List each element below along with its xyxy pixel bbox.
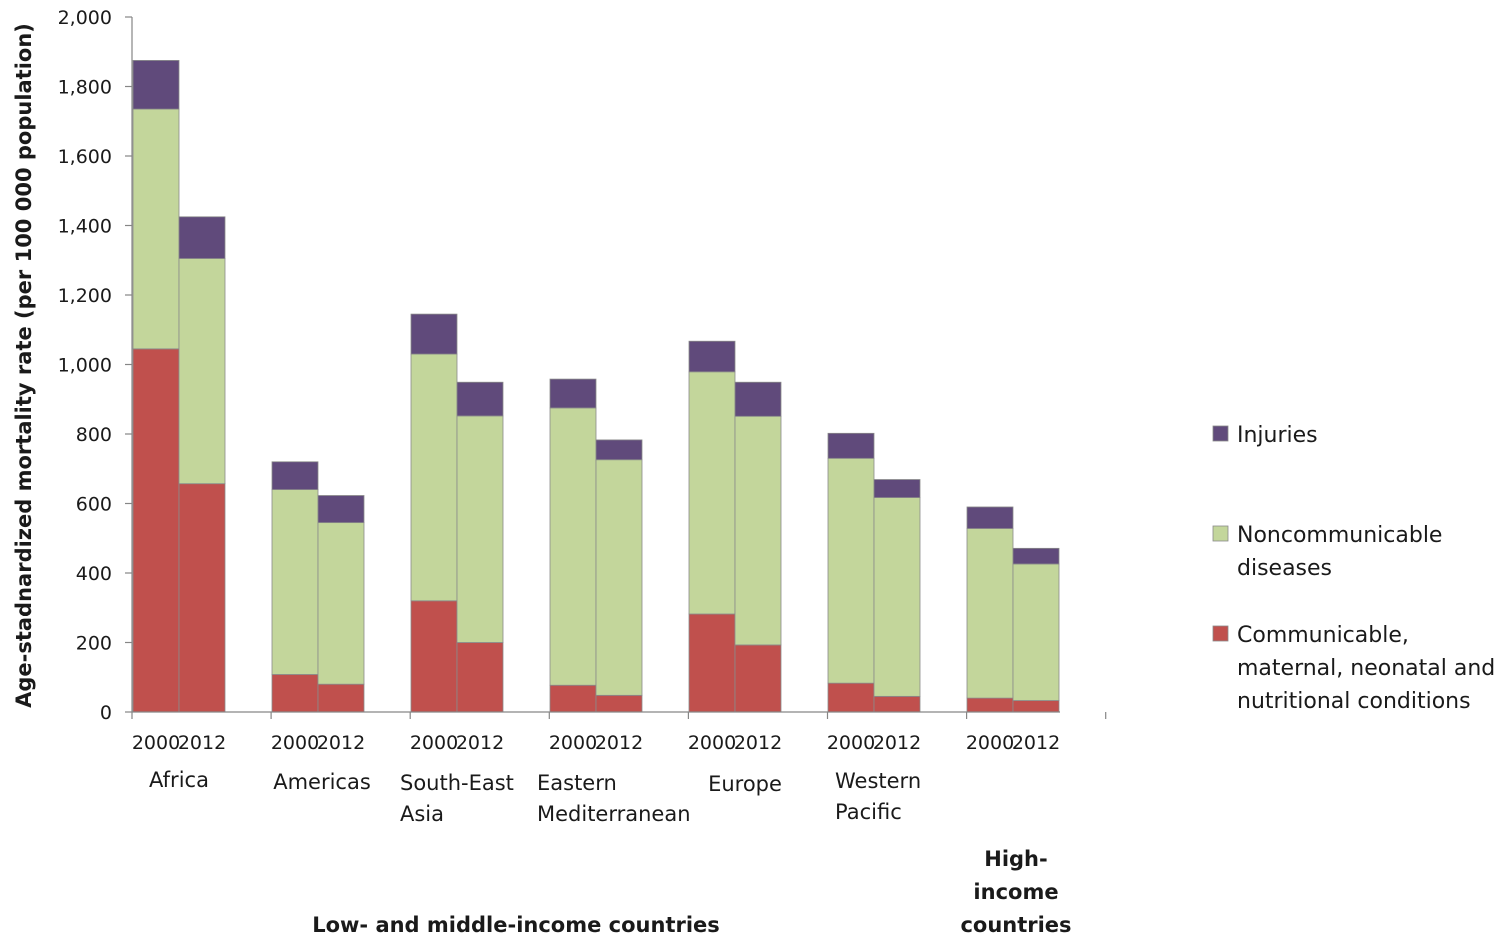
bar-segment-noncommunicable bbox=[317, 522, 365, 685]
bar-segment-noncommunicable bbox=[178, 258, 226, 485]
group-label-high-income: High- bbox=[984, 847, 1047, 871]
bar-segment-injuries bbox=[410, 313, 458, 355]
bar-segment-communicable bbox=[966, 697, 1014, 713]
group-label-high-income: income bbox=[973, 880, 1058, 904]
y-tick-label: 400 bbox=[76, 563, 112, 585]
bar-segment-noncommunicable bbox=[456, 415, 504, 643]
legend-label: diseases bbox=[1237, 556, 1332, 581]
bar-segment-injuries bbox=[595, 439, 643, 461]
bar-segment-communicable bbox=[132, 348, 180, 713]
bar-segment-noncommunicable bbox=[271, 489, 319, 675]
y-tick-label: 1,800 bbox=[58, 77, 112, 99]
region-label: Americas bbox=[273, 770, 371, 794]
bar-segment-injuries bbox=[966, 506, 1014, 529]
y-tick-label: 600 bbox=[76, 494, 112, 516]
x-tick-label: 2012 bbox=[1012, 732, 1060, 754]
y-axis-title-group: Age-stadnardized mortality rate (per 100… bbox=[12, 23, 36, 708]
bar-segment-communicable bbox=[456, 642, 504, 713]
bar-segment-communicable bbox=[178, 483, 226, 713]
y-tick-label: 1,000 bbox=[58, 355, 112, 377]
bar-segment-injuries bbox=[734, 381, 782, 417]
y-tick-label: 200 bbox=[76, 633, 112, 655]
bar-segment-communicable bbox=[595, 694, 643, 713]
x-tick-label: 2012 bbox=[178, 732, 226, 754]
x-tick-label: 2012 bbox=[456, 732, 504, 754]
x-tick-label: 2012 bbox=[595, 732, 643, 754]
bar-segment-communicable bbox=[271, 674, 319, 713]
bar-segment-injuries bbox=[271, 461, 319, 490]
bar-segment-injuries bbox=[688, 340, 736, 373]
x-tick-label: 2000 bbox=[132, 732, 180, 754]
bar-segment-injuries bbox=[873, 479, 921, 498]
bar-segment-communicable bbox=[1012, 700, 1060, 713]
x-tick-label: 2000 bbox=[549, 732, 597, 754]
bar-segment-injuries bbox=[1012, 547, 1060, 565]
x-tick-label: 2012 bbox=[734, 732, 782, 754]
bar-segment-communicable bbox=[734, 644, 782, 713]
bar-segment-injuries bbox=[827, 432, 875, 459]
y-tick-label: 0 bbox=[100, 702, 112, 724]
bar-segment-noncommunicable bbox=[410, 353, 458, 602]
x-tick-label: 2000 bbox=[271, 732, 319, 754]
bar-segment-communicable bbox=[410, 600, 458, 713]
bar-segment-noncommunicable bbox=[873, 497, 921, 697]
legend-label: Communicable, bbox=[1237, 623, 1409, 648]
y-tick-label: 1,600 bbox=[58, 146, 112, 168]
bar-segment-communicable bbox=[827, 682, 875, 713]
bar-segment-injuries bbox=[317, 495, 365, 524]
region-label: South-East bbox=[400, 771, 514, 795]
region-label: Western bbox=[835, 769, 921, 793]
x-tick-label: 2000 bbox=[966, 732, 1014, 754]
y-tick-label: 800 bbox=[76, 424, 112, 446]
legend-label: Injuries bbox=[1237, 423, 1318, 448]
group-labels: Low- and middle-income countries High-inc… bbox=[312, 847, 1071, 937]
legend-swatch bbox=[1212, 425, 1229, 442]
x-tick-label: 2012 bbox=[873, 732, 921, 754]
bar-segment-noncommunicable bbox=[827, 457, 875, 684]
region-label: Africa bbox=[149, 768, 209, 792]
x-tick-label: 2000 bbox=[410, 732, 458, 754]
y-tick-label: 1,400 bbox=[58, 216, 112, 238]
y-axis-title: Age-stadnardized mortality rate (per 100… bbox=[12, 23, 36, 708]
y-tick-label: 1,200 bbox=[58, 285, 112, 307]
region-label: Mediterranean bbox=[537, 802, 691, 826]
region-label: Pacific bbox=[835, 800, 902, 824]
bar-segment-noncommunicable bbox=[688, 371, 736, 615]
bar-segment-communicable bbox=[549, 684, 597, 713]
bar-segment-communicable bbox=[688, 613, 736, 713]
legend: Injuries Noncommunicable diseases Communica… bbox=[1212, 423, 1495, 714]
bar-segment-injuries bbox=[456, 381, 504, 417]
region-label: Asia bbox=[400, 802, 444, 826]
legend-swatch bbox=[1212, 625, 1229, 642]
bar-segment-noncommunicable bbox=[734, 415, 782, 646]
y-tick-labels: 0 200 400 600 800 1,000 1,200 1,400 1,600 1,800 2,… bbox=[58, 7, 112, 724]
legend-label: maternal, neonatal and bbox=[1237, 656, 1495, 681]
bar-segment-noncommunicable bbox=[132, 108, 180, 350]
y-tick-label: 2,000 bbox=[58, 7, 112, 29]
region-labels: Africa Americas South-East Asia Eastern Medit… bbox=[149, 768, 921, 826]
x-tick-label: 2000 bbox=[827, 732, 875, 754]
axes-layer bbox=[125, 16, 1107, 719]
x-tick-label: 2012 bbox=[317, 732, 365, 754]
bar-segment-noncommunicable bbox=[549, 407, 597, 686]
bar-segment-noncommunicable bbox=[966, 528, 1014, 699]
bar-segment-injuries bbox=[549, 378, 597, 409]
bar-segment-communicable bbox=[317, 683, 365, 713]
region-label: Europe bbox=[708, 772, 782, 796]
group-label-high-income: countries bbox=[960, 913, 1071, 937]
bar-segment-injuries bbox=[132, 60, 180, 110]
region-label: Eastern bbox=[537, 771, 617, 795]
bar-segment-communicable bbox=[873, 695, 921, 713]
bar-segment-injuries bbox=[178, 216, 226, 259]
x-tick-label: 2000 bbox=[688, 732, 736, 754]
bar-segment-noncommunicable bbox=[595, 459, 643, 696]
bars-layer bbox=[132, 60, 1060, 713]
legend-label: Noncommunicable bbox=[1237, 523, 1442, 548]
group-label-lmic: Low- and middle-income countries bbox=[312, 913, 720, 937]
legend-swatch bbox=[1212, 525, 1229, 542]
legend-label: nutritional conditions bbox=[1237, 689, 1471, 714]
bar-segment-noncommunicable bbox=[1012, 563, 1060, 701]
